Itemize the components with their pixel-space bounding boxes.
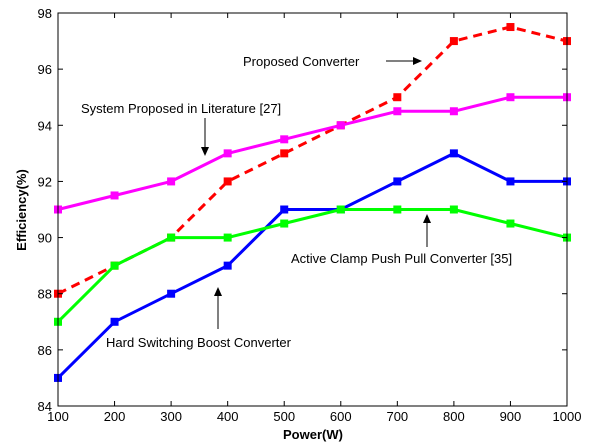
series-line-active_clamp (56, 208, 568, 323)
data-point-active_clamp (280, 219, 289, 228)
annotation-arrow-head (201, 147, 209, 156)
axes: 100 200 300 400 500 600 700 800 900 1000 84 86 88 90 9… (38, 6, 582, 424)
plot-area (54, 23, 571, 382)
data-point-literature (167, 177, 176, 186)
y-tick-label: 98 (38, 6, 52, 21)
x-tick-label: 700 (386, 409, 408, 424)
annotation-label: Active Clamp Push Pull Converter [35] (291, 251, 512, 266)
annotation-proposed-converter: Proposed Converter (243, 54, 422, 69)
x-tick-label: 900 (500, 409, 522, 424)
data-point-active_clamp (336, 205, 345, 214)
y-tick-label: 92 (38, 174, 52, 189)
data-point-hard_switching (393, 177, 402, 186)
data-point-proposed (393, 93, 402, 102)
annotation-arrow-head (214, 287, 222, 296)
data-point-hard_switching (280, 205, 289, 214)
y-axis-label: Efficiency(%) (14, 169, 29, 251)
data-point-hard_switching (167, 289, 176, 298)
x-tick-label: 800 (443, 409, 465, 424)
data-point-hard_switching (506, 177, 515, 186)
annotation-hard-switching: Hard Switching Boost Converter (106, 287, 292, 350)
x-axis-label: Power(W) (283, 427, 343, 442)
data-point-proposed (223, 177, 232, 186)
annotation-arrow-head (413, 57, 422, 65)
series-line-hard_switching (56, 151, 567, 379)
y-tick-label: 90 (38, 231, 52, 246)
x-tick-label: 1000 (553, 409, 582, 424)
data-point-literature (506, 93, 515, 102)
plot-frame (57, 12, 568, 407)
data-point-active_clamp (393, 205, 402, 214)
annotation-label: Proposed Converter (243, 54, 360, 69)
x-tick-label: 400 (217, 409, 239, 424)
annotation-system-literature: System Proposed in Literature [27] (81, 101, 281, 156)
data-point-hard_switching (223, 261, 232, 270)
data-point-literature (280, 135, 289, 144)
data-point-active_clamp (167, 233, 176, 242)
data-point-active_clamp (223, 233, 232, 242)
annotation-label: Hard Switching Boost Converter (106, 335, 292, 350)
series-line-literature (57, 95, 567, 211)
data-point-proposed (280, 149, 289, 158)
data-point-literature (449, 107, 458, 116)
x-tick-label: 200 (104, 409, 126, 424)
y-tick-label: 94 (38, 118, 52, 133)
data-point-proposed (449, 37, 458, 46)
data-point-literature (223, 149, 232, 158)
data-point-literature (110, 191, 119, 200)
data-point-active_clamp (449, 205, 458, 214)
y-tick-label: 96 (38, 62, 52, 77)
data-point-active_clamp (506, 219, 515, 228)
y-tick-label: 88 (38, 287, 52, 302)
data-point-proposed (506, 23, 515, 32)
x-tick-label: 500 (273, 409, 295, 424)
annotation-active-clamp: Active Clamp Push Pull Converter [35] (291, 214, 512, 266)
data-point-hard_switching (449, 149, 458, 158)
y-tick-label: 86 (38, 343, 52, 358)
data-point-active_clamp (110, 261, 119, 270)
x-tick-label: 100 (47, 409, 69, 424)
data-point-literature (393, 107, 402, 116)
annotation-arrow-head (423, 214, 431, 223)
y-tick-label: 84 (38, 399, 52, 414)
x-tick-label: 300 (160, 409, 182, 424)
x-tick-label: 600 (330, 409, 352, 424)
data-point-hard_switching (110, 317, 119, 326)
annotation-label: System Proposed in Literature [27] (81, 101, 281, 116)
data-point-literature (336, 121, 345, 130)
